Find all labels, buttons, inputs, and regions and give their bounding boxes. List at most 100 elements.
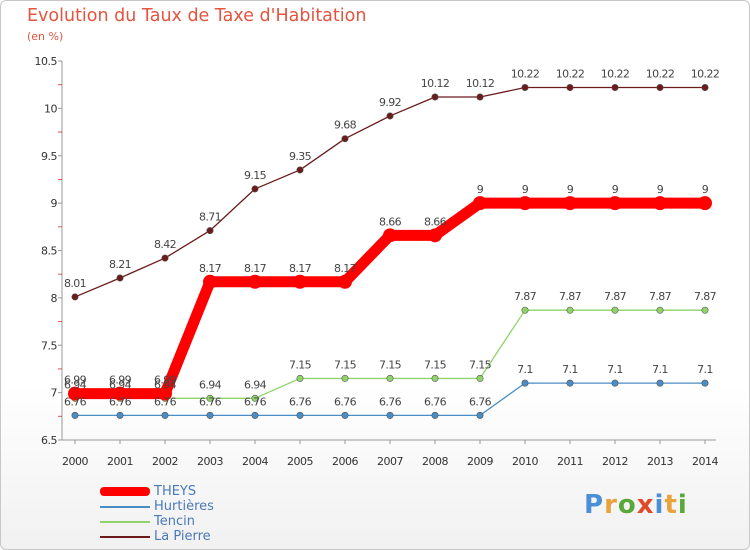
data-point bbox=[386, 374, 394, 382]
data-point bbox=[386, 411, 394, 419]
data-label: 7.1 bbox=[517, 363, 533, 376]
data-point bbox=[293, 274, 307, 289]
data-label: 6.94 bbox=[109, 378, 132, 391]
data-label: 7.1 bbox=[652, 363, 668, 376]
data-point bbox=[476, 411, 484, 419]
data-point bbox=[383, 228, 397, 243]
data-point bbox=[431, 411, 439, 419]
x-tick-label: 2007 bbox=[377, 455, 403, 468]
data-label: 8.01 bbox=[64, 277, 86, 290]
data-label: 8.71 bbox=[199, 211, 221, 224]
data-point bbox=[116, 274, 124, 282]
data-label: 8.17 bbox=[199, 262, 222, 275]
data-label: 6.76 bbox=[199, 395, 222, 408]
y-tick-label: 8.5 bbox=[41, 245, 57, 258]
data-label: 6.99 bbox=[154, 374, 177, 387]
data-point bbox=[701, 306, 709, 314]
data-point bbox=[521, 379, 529, 387]
data-label: 6.76 bbox=[109, 395, 132, 408]
data-label: 7.87 bbox=[514, 290, 537, 303]
data-label: 7.1 bbox=[562, 363, 578, 376]
data-label: 7.15 bbox=[424, 358, 447, 371]
data-point bbox=[608, 196, 622, 211]
x-tick-label: 2011 bbox=[557, 455, 583, 468]
legend-label-theys: THEYS bbox=[154, 484, 197, 499]
data-label: 8.66 bbox=[379, 215, 402, 228]
data-point bbox=[701, 84, 709, 92]
logo-letter: i bbox=[677, 490, 688, 520]
x-tick-label: 2014 bbox=[692, 455, 718, 468]
data-label: 10.22 bbox=[601, 68, 630, 81]
logo-letter: o bbox=[617, 490, 637, 520]
data-label: 8.17 bbox=[334, 262, 357, 275]
data-label: 6.94 bbox=[199, 378, 222, 391]
data-point bbox=[341, 135, 349, 143]
data-label: 6.76 bbox=[469, 395, 492, 408]
data-label: 6.94 bbox=[64, 378, 87, 391]
data-point bbox=[206, 411, 214, 419]
data-point bbox=[656, 379, 664, 387]
data-point bbox=[521, 306, 529, 314]
data-point bbox=[476, 374, 484, 382]
data-label: 7.15 bbox=[379, 358, 402, 371]
data-label: 10.12 bbox=[466, 77, 495, 90]
x-tick-label: 2005 bbox=[287, 455, 313, 468]
data-label: 6.76 bbox=[244, 395, 267, 408]
data-label: 10.22 bbox=[646, 68, 675, 81]
data-point bbox=[251, 185, 259, 193]
proxiti-logo: Proxiti bbox=[584, 490, 688, 520]
x-tick-label: 2002 bbox=[152, 455, 178, 468]
y-tick-label: 9 bbox=[51, 197, 58, 210]
data-point bbox=[68, 386, 82, 401]
y-tick-label: 10 bbox=[44, 102, 57, 115]
y-tick-label: 8 bbox=[51, 292, 58, 305]
data-label: 10.22 bbox=[511, 68, 540, 81]
data-point bbox=[338, 274, 352, 289]
logo-letter: r bbox=[604, 490, 618, 520]
y-tick-label: 7 bbox=[51, 387, 58, 400]
data-point bbox=[158, 386, 172, 401]
y-tick-label: 6.5 bbox=[41, 434, 57, 447]
data-point bbox=[566, 84, 574, 92]
x-tick-label: 2003 bbox=[197, 455, 223, 468]
data-point bbox=[71, 293, 79, 301]
chart-subtitle: (en %) bbox=[27, 30, 64, 43]
data-label: 9 bbox=[567, 183, 574, 196]
x-tick-label: 2013 bbox=[647, 455, 673, 468]
data-label: 9 bbox=[477, 183, 484, 196]
data-point bbox=[701, 379, 709, 387]
data-point bbox=[251, 411, 259, 419]
data-label: 10.22 bbox=[691, 68, 720, 81]
x-tick-label: 2004 bbox=[242, 455, 268, 468]
data-point bbox=[71, 411, 79, 419]
data-point bbox=[203, 274, 217, 289]
logo-letter: t bbox=[664, 490, 678, 520]
data-point bbox=[653, 196, 667, 211]
data-point bbox=[431, 93, 439, 101]
data-label: 9.92 bbox=[379, 96, 401, 109]
data-label: 6.94 bbox=[154, 378, 177, 391]
data-point bbox=[113, 386, 127, 401]
data-label: 6.76 bbox=[289, 395, 312, 408]
data-label: 8.17 bbox=[244, 262, 267, 275]
data-label: 6.76 bbox=[334, 395, 357, 408]
x-tick-label: 2012 bbox=[602, 455, 628, 468]
data-point bbox=[428, 228, 442, 243]
legend-label-tencin: Tencin bbox=[154, 514, 195, 529]
legend-swatch-tencin bbox=[100, 521, 150, 523]
data-point bbox=[566, 379, 574, 387]
data-point bbox=[611, 306, 619, 314]
data-label: 9.35 bbox=[289, 150, 312, 163]
data-label: 7.15 bbox=[289, 358, 312, 371]
data-point bbox=[656, 306, 664, 314]
data-point bbox=[521, 84, 529, 92]
data-label: 7.87 bbox=[559, 290, 582, 303]
legend-label-hurtieres: Hurtières bbox=[154, 499, 214, 514]
y-tick-label: 9.5 bbox=[41, 150, 57, 163]
x-tick-label: 2008 bbox=[422, 455, 448, 468]
logo-letter: P bbox=[584, 490, 605, 520]
data-label: 8.42 bbox=[154, 238, 176, 251]
data-point bbox=[296, 374, 304, 382]
logo-letter: x bbox=[636, 490, 655, 520]
